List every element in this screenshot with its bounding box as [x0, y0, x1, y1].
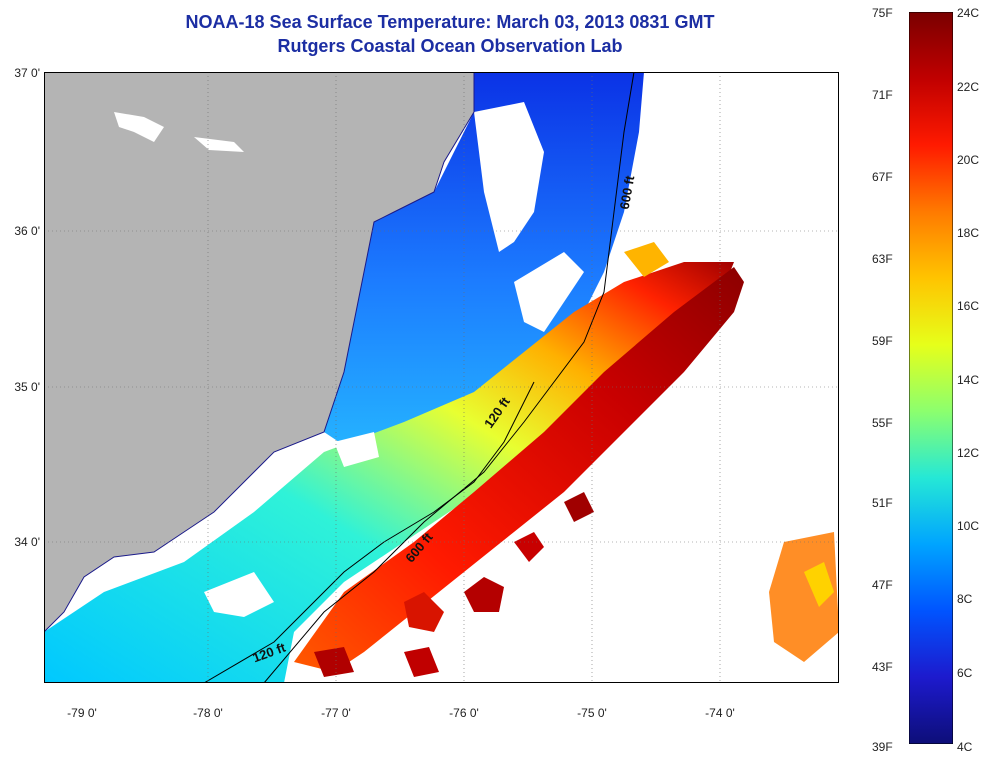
cbar-f-75: 75F	[872, 6, 893, 20]
title-line-1: NOAA-18 Sea Surface Temperature: March 0…	[185, 12, 715, 32]
cloud-mask-band	[334, 432, 379, 467]
lon-label-78: -78 0'	[193, 706, 223, 720]
cbar-c-6: 6C	[957, 666, 973, 680]
depth-contour-600ft	[263, 72, 635, 683]
lon-label-76: -76 0'	[449, 706, 479, 720]
lon-label-75: -75 0'	[577, 706, 607, 720]
colorbar-gradient	[908, 11, 954, 745]
lake	[194, 137, 244, 152]
cbar-c-14: 14C	[957, 373, 980, 387]
cbar-f-59: 59F	[872, 334, 893, 348]
coastal-water-north	[324, 72, 644, 452]
lat-label-35: 35 0'	[14, 380, 40, 394]
cbar-f-67: 67F	[872, 170, 893, 184]
cbar-c-22: 22C	[957, 80, 980, 94]
depth-contour-120ft	[203, 381, 535, 683]
cbar-f-55: 55F	[872, 416, 893, 430]
offshore-warm-patches	[314, 242, 839, 677]
cbar-f-51: 51F	[872, 496, 893, 510]
title-line-2: Rutgers Coastal Ocean Observation Lab	[277, 36, 623, 56]
map-title: NOAA-18 Sea Surface Temperature: March 0…	[40, 10, 860, 58]
lon-label-74: -74 0'	[705, 706, 735, 720]
cloud-mask-south	[204, 572, 274, 617]
sst-map-canvas	[44, 72, 839, 683]
cbar-c-12: 12C	[957, 446, 980, 460]
cbar-f-71: 71F	[872, 88, 893, 102]
cbar-c-8: 8C	[957, 592, 973, 606]
gulf-stream-band	[294, 267, 744, 672]
sst-map	[44, 72, 839, 683]
cbar-c-20: 20C	[957, 153, 980, 167]
cbar-c-10: 10C	[957, 519, 980, 533]
temperature-colorbar	[908, 11, 954, 745]
lon-label-79: -79 0'	[67, 706, 97, 720]
cbar-f-63: 63F	[872, 252, 893, 266]
cloud-mask-north	[474, 102, 544, 252]
cbar-f-43: 43F	[872, 660, 893, 674]
map-frame	[44, 72, 839, 683]
colorbar-bar	[908, 11, 954, 745]
cbar-c-16: 16C	[957, 299, 980, 313]
coastal-temperature-band	[44, 262, 734, 683]
cloud-mask-sound	[514, 252, 584, 332]
cbar-c-18: 18C	[957, 226, 980, 240]
lat-label-36: 36 0'	[14, 224, 40, 238]
graticule	[44, 72, 839, 683]
cbar-c-4: 4C	[957, 740, 973, 754]
cbar-f-47: 47F	[872, 578, 893, 592]
lake	[114, 112, 164, 142]
lat-label-34: 34 0'	[14, 535, 40, 549]
lon-label-77: -77 0'	[321, 706, 351, 720]
cbar-c-24: 24C	[957, 6, 980, 20]
cbar-f-39: 39F	[872, 740, 893, 754]
land-mass	[44, 72, 475, 633]
lat-label-37: 37 0'	[14, 66, 40, 80]
